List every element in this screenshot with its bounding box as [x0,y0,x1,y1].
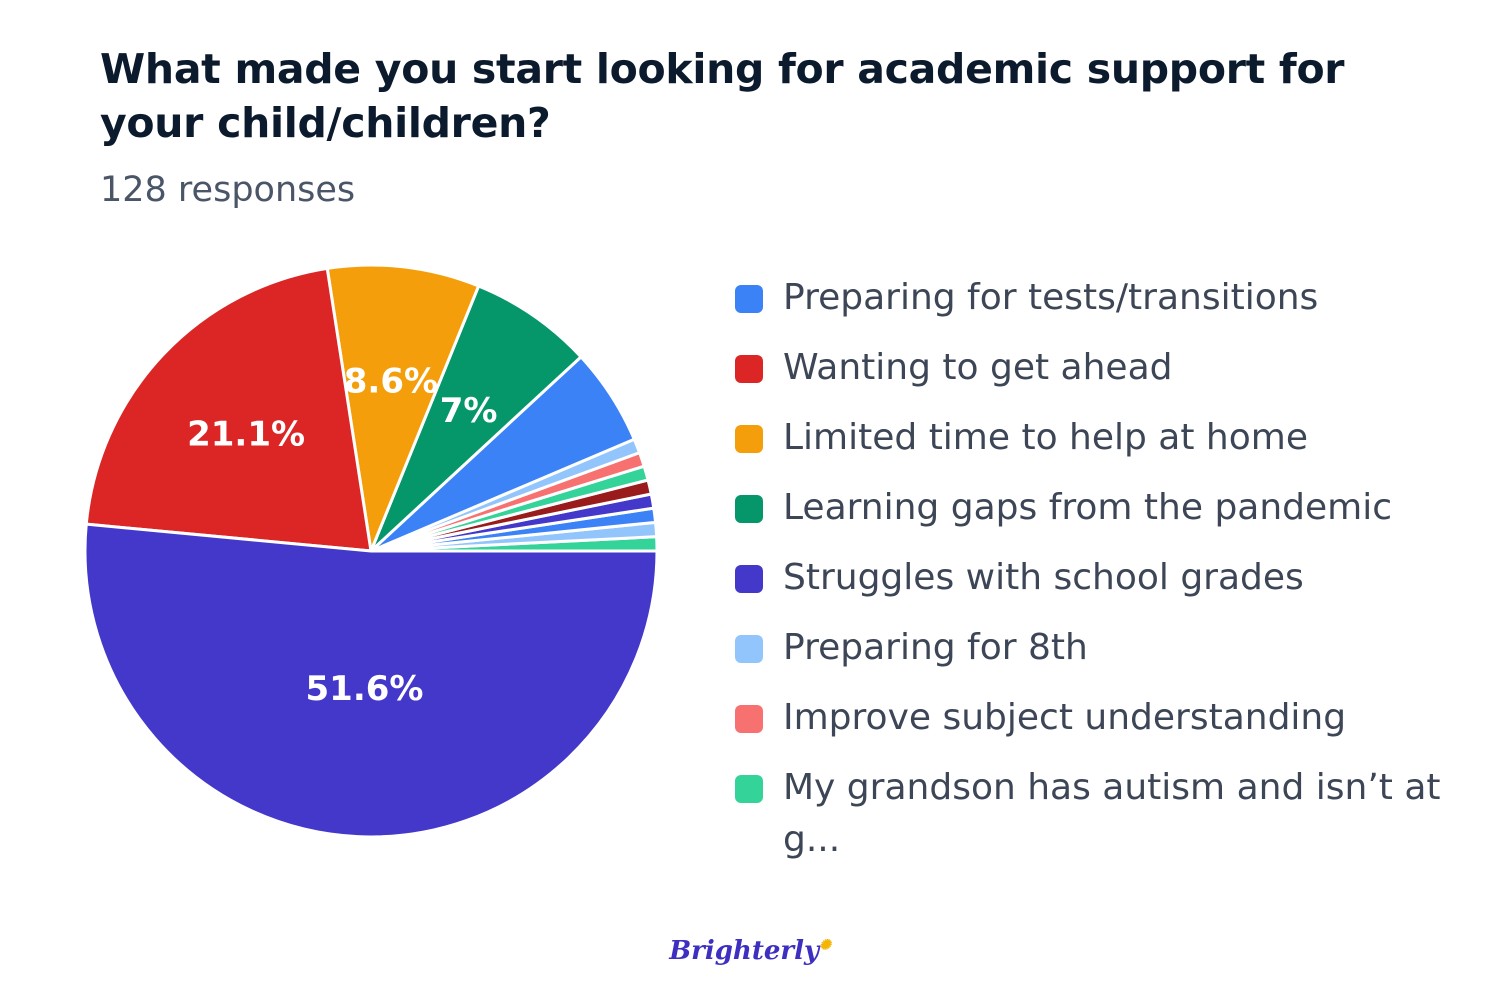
data-label-struggles-with-school-grades: 51.6% [306,669,424,709]
legend-swatch [735,285,763,313]
legend-label: Preparing for 8th [783,627,1088,668]
legend-item-struggles-with-school-grades: Struggles with school grades [735,552,1475,604]
legend-label: Wanting to get ahead [783,347,1173,388]
legend-label: Preparing for tests/transitions [783,277,1319,318]
response-count: 128 responses [100,170,356,210]
pie-slice-limited-time-to-help-at-home [325,263,481,553]
pie-slice-wanting-to-get-ahead [84,266,373,553]
data-label-limited-time-to-help-at-home: 8.6% [344,362,438,402]
chart-legend: Preparing for tests/transitions Wanting t… [735,272,1475,884]
chart-title: What made you start looking for academic… [100,45,1345,147]
legend-label: Learning gaps from the pandemic [783,487,1393,528]
legend-item-limited-time-to-help-at-home: Limited time to help at home [735,412,1475,464]
legend-label: My grandson has autism and isn’t at g... [783,767,1441,860]
legend-label: Limited time to help at home [783,417,1308,458]
legend-item-preparing-for-8th: Preparing for 8th [735,622,1475,674]
brand-logo: Brighterly✺ [669,936,831,966]
legend-swatch [735,425,763,453]
data-label-learning-gaps-from-the-pandemic: 7% [440,391,498,431]
legend-item-wanting-to-get-ahead: Wanting to get ahead [735,342,1475,394]
legend-item-improve-subject-understanding: Improve subject understanding [735,692,1475,744]
legend-swatch [735,635,763,663]
legend-item-learning-gaps-from-the-pandemic: Learning gaps from the pandemic [735,482,1475,534]
legend-swatch [735,565,763,593]
data-label-wanting-to-get-ahead: 21.1% [187,414,305,454]
legend-swatch [735,495,763,523]
legend-label: Struggles with school grades [783,557,1304,598]
legend-swatch [735,705,763,733]
legend-item-my-grandson-has-autism-and-isn-t-at-g: My grandson has autism and isn’t at g... [735,762,1475,866]
legend-swatch [735,775,763,803]
pie-slice-learning-gaps-from-the-pandemic [369,284,583,553]
pie-slice-struggles-with-school-grades [83,522,659,839]
legend-item-preparing-for-tests-transitions: Preparing for tests/transitions [735,272,1475,324]
legend-swatch [735,355,763,383]
legend-label: Improve subject understanding [783,697,1347,738]
pie-chart: 7%8.6% 21.1% 51.6% [83,263,659,839]
